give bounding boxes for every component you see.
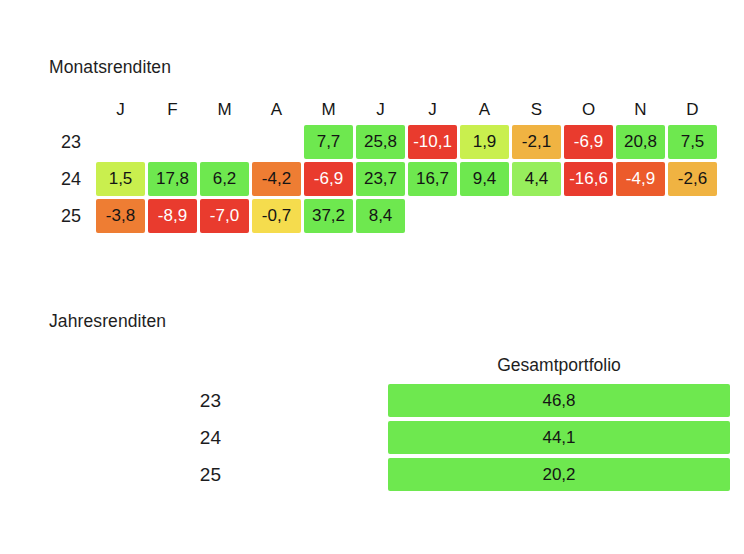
month-column-header: A	[252, 97, 301, 122]
month-column-header: J	[356, 97, 405, 122]
empty-cell	[408, 199, 457, 233]
month-return-cell: 17,8	[148, 162, 197, 196]
year-row-label: 25	[49, 458, 233, 491]
month-return-cell: 8,4	[356, 199, 405, 233]
month-return-cell: -2,6	[668, 162, 717, 196]
empty-cell	[200, 125, 249, 159]
month-column-header: J	[408, 97, 457, 122]
month-column-header: N	[616, 97, 665, 122]
annual-column-header: Gesamtportfolio	[388, 351, 730, 380]
month-column-header: D	[668, 97, 717, 122]
month-return-cell: 20,8	[616, 125, 665, 159]
month-return-cell: -10,1	[408, 125, 457, 159]
year-row-label: 25	[49, 199, 93, 233]
month-column-header: A	[460, 97, 509, 122]
empty-cell	[668, 199, 717, 233]
month-return-cell: 7,7	[304, 125, 353, 159]
annual-returns-table: Gesamtportfolio 23 46,8 24 44,1 25 20,2	[49, 351, 730, 491]
month-return-cell: -3,8	[96, 199, 145, 233]
month-return-cell: 9,4	[460, 162, 509, 196]
annual-return-bar: 46,8	[388, 384, 730, 417]
month-return-cell: 23,7	[356, 162, 405, 196]
annual-returns-title: Jahresrenditen	[49, 311, 166, 332]
empty-cell	[616, 199, 665, 233]
month-return-cell: -4,2	[252, 162, 301, 196]
month-column-header: F	[148, 97, 197, 122]
month-return-cell: -6,9	[304, 162, 353, 196]
empty-cell	[460, 199, 509, 233]
year-row-label: 23	[49, 384, 233, 417]
empty-cell	[148, 125, 197, 159]
month-return-cell: -2,1	[512, 125, 561, 159]
month-column-header: S	[512, 97, 561, 122]
month-return-cell: 7,5	[668, 125, 717, 159]
monthly-returns-title: Monatsrenditen	[49, 57, 171, 78]
month-return-cell: 37,2	[304, 199, 353, 233]
month-return-cell: -0,7	[252, 199, 301, 233]
annual-return-bar: 44,1	[388, 421, 730, 454]
month-column-header: M	[304, 97, 353, 122]
month-return-cell: -16,6	[564, 162, 613, 196]
month-column-header: M	[200, 97, 249, 122]
month-return-cell: -4,9	[616, 162, 665, 196]
empty-cell	[252, 125, 301, 159]
month-return-cell: 1,5	[96, 162, 145, 196]
month-return-cell: -8,9	[148, 199, 197, 233]
month-return-cell: -6,9	[564, 125, 613, 159]
returns-report: Monatsrenditen JFMAMJJASOND237,725,8-10,…	[0, 0, 744, 554]
year-row-label: 24	[49, 162, 93, 196]
month-return-cell: 16,7	[408, 162, 457, 196]
month-return-cell: 6,2	[200, 162, 249, 196]
month-return-cell: -7,0	[200, 199, 249, 233]
empty-cell	[96, 125, 145, 159]
annual-return-bar: 20,2	[388, 458, 730, 491]
empty-cell	[564, 199, 613, 233]
month-return-cell: 1,9	[460, 125, 509, 159]
year-row-label: 24	[49, 421, 233, 454]
month-column-header: O	[564, 97, 613, 122]
month-column-header: J	[96, 97, 145, 122]
month-return-cell: 25,8	[356, 125, 405, 159]
year-row-label: 23	[49, 125, 93, 159]
heatmap-corner-spacer	[49, 97, 93, 122]
monthly-returns-heatmap: JFMAMJJASOND237,725,8-10,11,9-2,1-6,920,…	[49, 97, 717, 233]
month-return-cell: 4,4	[512, 162, 561, 196]
empty-cell	[512, 199, 561, 233]
